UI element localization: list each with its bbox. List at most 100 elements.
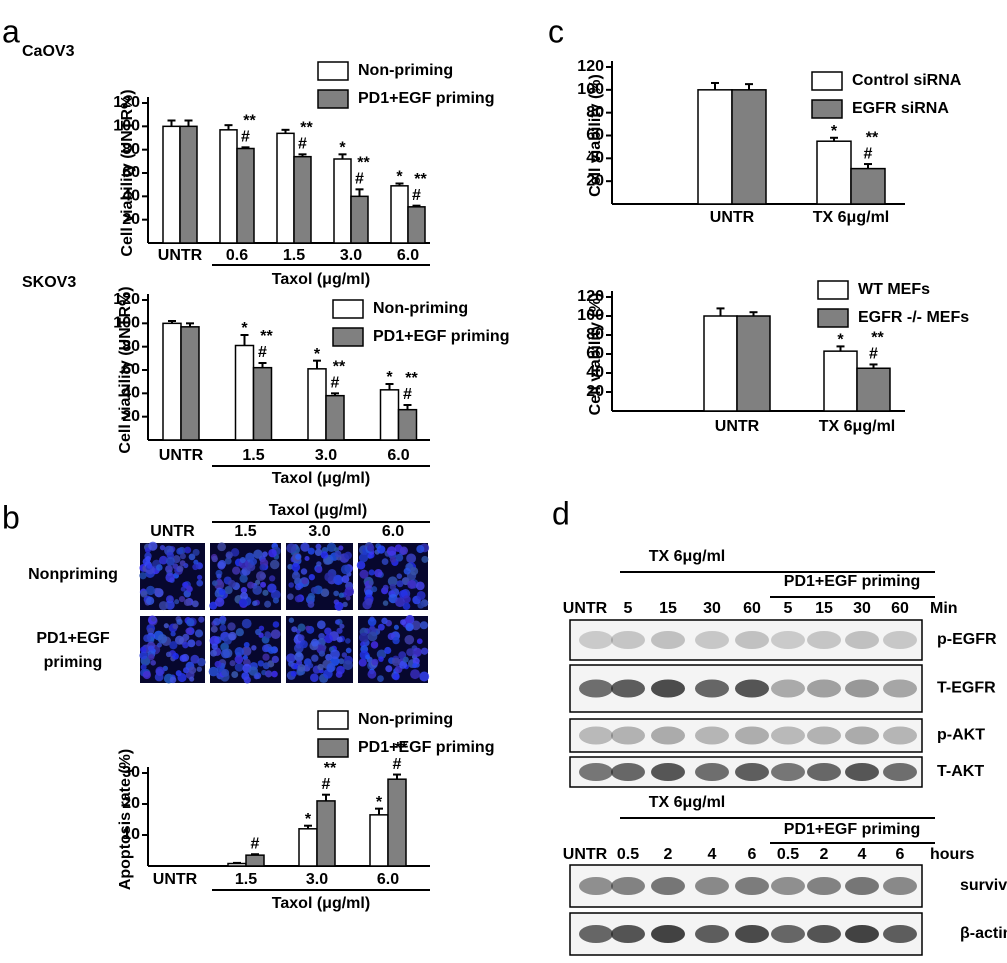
cell-nucleus (367, 544, 375, 552)
cell-nucleus (295, 553, 302, 560)
bar (179, 125, 198, 244)
legend-label: Control siRNA (852, 72, 962, 89)
blot-band (771, 679, 805, 698)
x-tick-label: 1.5 (235, 871, 257, 888)
row-label: Nonpriming (28, 566, 118, 583)
priming-label: PD1+EGF priming (784, 573, 920, 590)
cell-nucleus (356, 560, 366, 570)
bar (180, 326, 200, 441)
cell-nucleus (320, 551, 329, 559)
significance-star: ** (243, 113, 256, 130)
cell-nucleus (243, 676, 251, 684)
blot-band (845, 763, 879, 781)
y-axis-label: Cell viability (%) (587, 293, 604, 416)
cell-nucleus (224, 557, 232, 565)
blot-band (579, 726, 613, 745)
cell-nucleus (220, 619, 226, 625)
cell-nucleus (406, 553, 417, 564)
cell-nucleus (376, 545, 386, 554)
y-tick-label: 20 (586, 172, 604, 189)
cell-nucleus (307, 662, 314, 669)
column-label: 6.0 (382, 523, 404, 540)
lane-label: 60 (891, 600, 909, 617)
significance-star: * (376, 794, 383, 811)
blot-band (611, 726, 645, 745)
cell-nucleus (247, 581, 255, 589)
cell-nucleus (399, 660, 408, 669)
cell-nucleus (209, 635, 220, 646)
legend-label: WT MEFs (858, 281, 930, 298)
column-label: 1.5 (234, 523, 256, 540)
x-tick-label: UNTR (158, 247, 203, 264)
blot-band (771, 763, 805, 781)
cell-nucleus (315, 566, 323, 574)
cell-nucleus (291, 626, 298, 633)
cell-nucleus (367, 617, 377, 627)
lane-unit: hours (930, 846, 975, 863)
cell-nucleus (359, 569, 369, 579)
y-tick-label: 120 (113, 291, 140, 308)
bar (407, 206, 426, 244)
cell-nucleus (176, 618, 183, 625)
cell-nucleus (194, 629, 204, 638)
cell-nucleus (304, 556, 310, 562)
cell-nucleus (301, 577, 309, 585)
bar (816, 140, 852, 205)
y-axis-label: Apoptosis rate (%) (117, 749, 134, 890)
cell-nucleus (396, 573, 403, 579)
cell-nucleus (409, 567, 419, 576)
cell-nucleus (287, 563, 294, 570)
cell-nucleus (412, 662, 418, 669)
cell-nucleus (172, 623, 179, 630)
legend-swatch (811, 71, 843, 91)
legend-label: Non-priming (358, 711, 453, 728)
chart-title: CaOV3 (22, 43, 75, 60)
lane-label: 6 (748, 846, 757, 863)
cell-nucleus (403, 567, 411, 575)
significance-star: ** (414, 171, 427, 188)
legend-swatch (817, 308, 849, 328)
cell-nucleus (410, 669, 421, 680)
cell-nucleus (192, 548, 200, 556)
cell-nucleus (269, 575, 276, 582)
cell-nucleus (239, 556, 246, 564)
cell-nucleus (338, 658, 345, 665)
cell-nucleus (178, 595, 186, 603)
significance-hash: # (355, 171, 364, 188)
significance-star: ** (333, 359, 346, 376)
significance-star: ** (260, 328, 273, 345)
cell-nucleus (262, 653, 270, 661)
cell-nucleus (195, 640, 202, 647)
cell-nucleus (234, 662, 244, 672)
cell-nucleus (146, 563, 153, 569)
cell-nucleus (297, 623, 306, 632)
blot-band (771, 877, 805, 895)
lane-label: 0.5 (777, 846, 799, 863)
blot-band (651, 925, 685, 943)
blot-band (845, 877, 879, 895)
cell-nucleus (210, 625, 218, 633)
cell-nucleus (370, 641, 379, 649)
significance-hash: # (298, 136, 307, 153)
cell-nucleus (140, 664, 147, 671)
cell-nucleus (191, 600, 199, 608)
cell-nucleus (145, 585, 156, 596)
cell-nucleus (391, 657, 401, 667)
priming-label: PD1+EGF priming (784, 821, 920, 838)
y-tick-label: 100 (113, 315, 140, 332)
cell-nucleus (307, 547, 315, 555)
lane-label: 2 (664, 846, 673, 863)
bar (236, 147, 255, 244)
cell-nucleus (362, 600, 372, 610)
blot-band (883, 726, 917, 745)
cell-nucleus (264, 670, 273, 678)
significance-star: * (314, 346, 321, 363)
cell-nucleus (376, 649, 387, 659)
cell-nucleus (248, 666, 258, 676)
lane-label: 5 (784, 600, 793, 617)
cell-nucleus (402, 656, 409, 663)
cell-nucleus (140, 590, 148, 598)
blot-band (807, 763, 841, 781)
blot-band (695, 763, 729, 781)
bar (731, 89, 767, 205)
